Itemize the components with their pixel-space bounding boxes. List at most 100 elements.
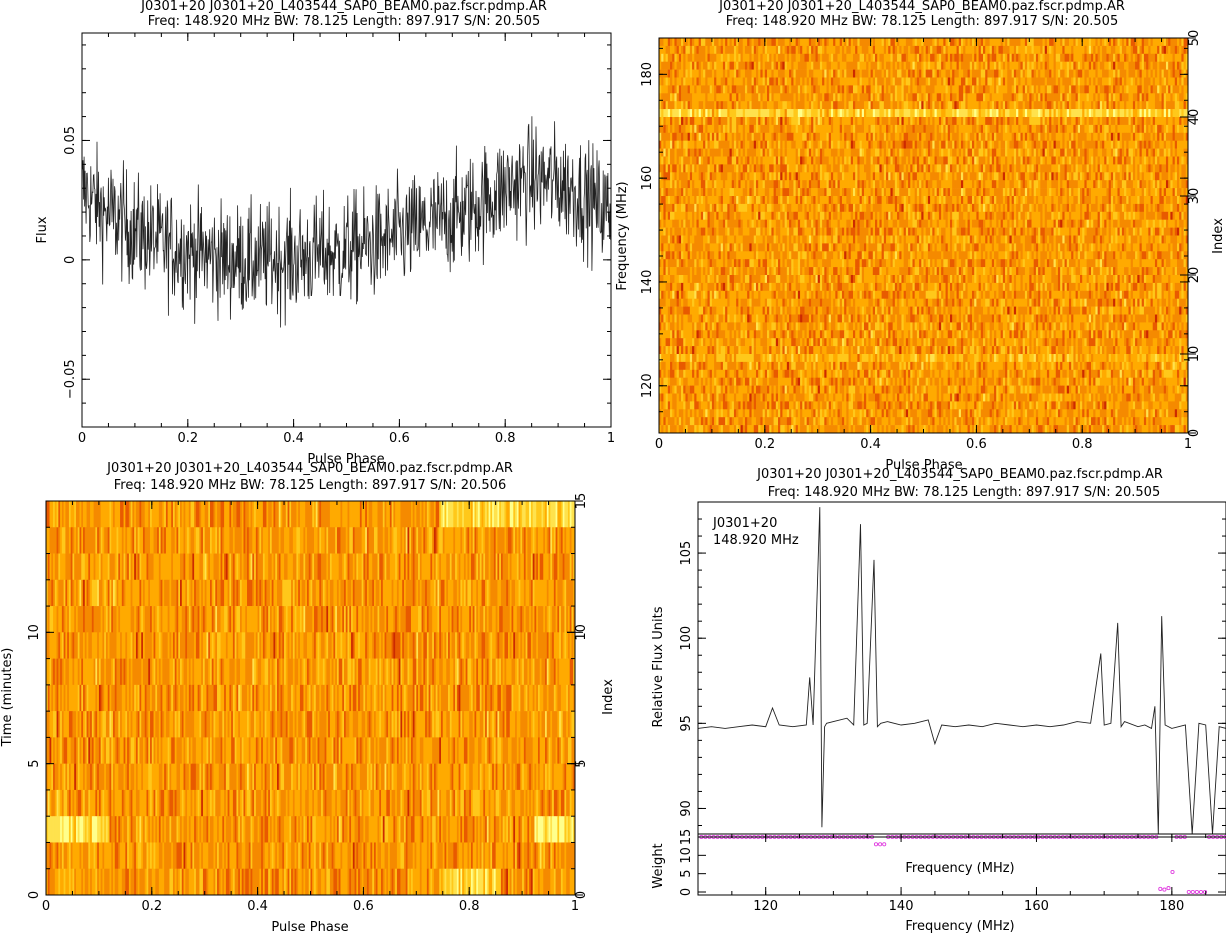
heatmap-cell bbox=[791, 53, 794, 62]
heatmap-cell bbox=[892, 124, 896, 134]
heatmap-cell bbox=[1016, 53, 1019, 62]
heatmap-cell bbox=[1130, 85, 1134, 94]
heatmap-cell bbox=[841, 132, 845, 141]
heatmap-cell bbox=[1064, 38, 1068, 47]
heatmap-cell bbox=[696, 109, 700, 118]
heatmap-cell bbox=[692, 45, 695, 55]
heatmap-cell bbox=[740, 93, 744, 102]
heatmap-cell bbox=[1130, 180, 1134, 189]
heatmap-cell bbox=[1168, 117, 1171, 126]
heatmap-cell bbox=[899, 156, 902, 165]
heatmap-cell bbox=[1075, 117, 1079, 126]
heatmap-cell bbox=[1020, 132, 1024, 141]
heatmap-cell bbox=[729, 45, 733, 55]
heatmap-cell bbox=[714, 172, 717, 181]
heatmap-cell bbox=[1057, 85, 1061, 94]
heatmap-cell bbox=[930, 85, 933, 94]
heatmap-cell bbox=[1141, 124, 1145, 134]
heatmap-cell bbox=[676, 124, 680, 134]
heatmap-cell bbox=[769, 148, 772, 157]
heatmap-cell bbox=[760, 38, 763, 47]
heatmap-cell bbox=[908, 124, 911, 134]
heatmap-cell bbox=[1035, 117, 1039, 126]
heatmap-cell bbox=[1027, 85, 1030, 94]
heatmap-cell bbox=[938, 124, 942, 134]
heatmap-cell bbox=[956, 180, 960, 189]
heatmap-cell bbox=[661, 109, 664, 118]
heatmap-cell bbox=[795, 38, 799, 47]
heatmap-cell bbox=[866, 45, 869, 55]
heatmap-cell bbox=[806, 109, 810, 118]
heatmap-cell bbox=[978, 109, 982, 118]
heatmap-cell bbox=[859, 132, 863, 141]
heatmap-cell bbox=[681, 188, 684, 197]
heatmap-cell bbox=[839, 101, 843, 110]
heatmap-cell bbox=[1082, 140, 1085, 149]
heatmap-cell bbox=[872, 172, 876, 181]
heatmap-cell bbox=[744, 109, 748, 118]
heatmap-cell bbox=[914, 188, 918, 197]
heatmap-cell bbox=[1040, 148, 1043, 157]
heatmap-cell bbox=[1099, 77, 1103, 86]
heatmap-cell bbox=[883, 132, 887, 141]
heatmap-cell bbox=[1137, 140, 1140, 149]
heatmap-cell bbox=[1097, 148, 1101, 157]
heatmap-cell bbox=[1086, 124, 1090, 134]
heatmap-cell bbox=[1062, 38, 1065, 47]
heatmap-cell bbox=[1071, 61, 1074, 70]
heatmap-cell bbox=[983, 85, 986, 94]
heatmap-cell bbox=[844, 124, 847, 134]
heatmap-cell bbox=[665, 140, 669, 149]
heatmap-cell bbox=[828, 140, 832, 149]
heatmap-cell bbox=[1150, 117, 1154, 126]
heatmap-cell bbox=[720, 77, 724, 86]
heatmap-cell bbox=[771, 148, 775, 157]
heatmap-cell bbox=[1018, 140, 1021, 149]
heatmap-cell bbox=[1000, 132, 1004, 141]
heatmap-cell bbox=[665, 172, 669, 181]
heatmap-cell bbox=[1126, 148, 1129, 157]
heatmap-cell bbox=[1068, 85, 1072, 94]
heatmap-cell bbox=[826, 85, 830, 94]
heatmap-cell bbox=[1099, 93, 1103, 102]
heatmap-cell bbox=[1150, 45, 1154, 55]
heatmap-cell bbox=[698, 180, 702, 189]
heatmap-cell bbox=[1143, 148, 1147, 157]
heatmap-cell bbox=[949, 45, 953, 55]
heatmap-cell bbox=[819, 101, 823, 110]
heatmap-cell bbox=[892, 156, 896, 165]
heatmap-cell bbox=[930, 69, 933, 78]
heatmap-cell bbox=[934, 124, 938, 134]
heatmap-cell bbox=[1049, 101, 1052, 110]
heatmap-cell bbox=[930, 188, 933, 197]
heatmap-cell bbox=[696, 140, 700, 149]
heatmap-cell bbox=[822, 109, 825, 118]
heatmap-cell bbox=[707, 53, 711, 62]
heatmap-cell bbox=[800, 38, 803, 47]
heatmap-cell bbox=[888, 61, 891, 70]
heatmap-cell bbox=[738, 61, 741, 70]
heatmap-cell bbox=[1154, 69, 1158, 78]
heatmap-cell bbox=[1005, 117, 1008, 126]
heatmap-cell bbox=[663, 156, 667, 165]
heatmap-cell bbox=[936, 93, 940, 102]
heatmap-cell bbox=[1179, 93, 1182, 102]
heatmap-cell bbox=[897, 117, 900, 126]
heatmap-cell bbox=[811, 38, 814, 47]
heatmap-cell bbox=[1154, 109, 1158, 118]
heatmap-cell bbox=[773, 85, 777, 94]
heatmap-cell bbox=[692, 38, 695, 47]
heatmap-cell bbox=[879, 117, 883, 126]
heatmap-cell bbox=[925, 38, 929, 47]
heatmap-cell bbox=[881, 38, 885, 47]
heatmap-cell bbox=[980, 117, 984, 126]
heatmap-cell bbox=[1005, 109, 1008, 118]
heatmap-cell bbox=[846, 77, 849, 86]
heatmap-cell bbox=[910, 132, 913, 141]
heatmap-cell bbox=[949, 61, 953, 70]
heatmap-cell bbox=[1027, 101, 1030, 110]
heatmap-cell bbox=[936, 61, 940, 70]
heatmap-cell bbox=[1075, 140, 1079, 149]
heatmap-cell bbox=[800, 61, 803, 70]
heatmap-cell bbox=[1168, 85, 1171, 94]
